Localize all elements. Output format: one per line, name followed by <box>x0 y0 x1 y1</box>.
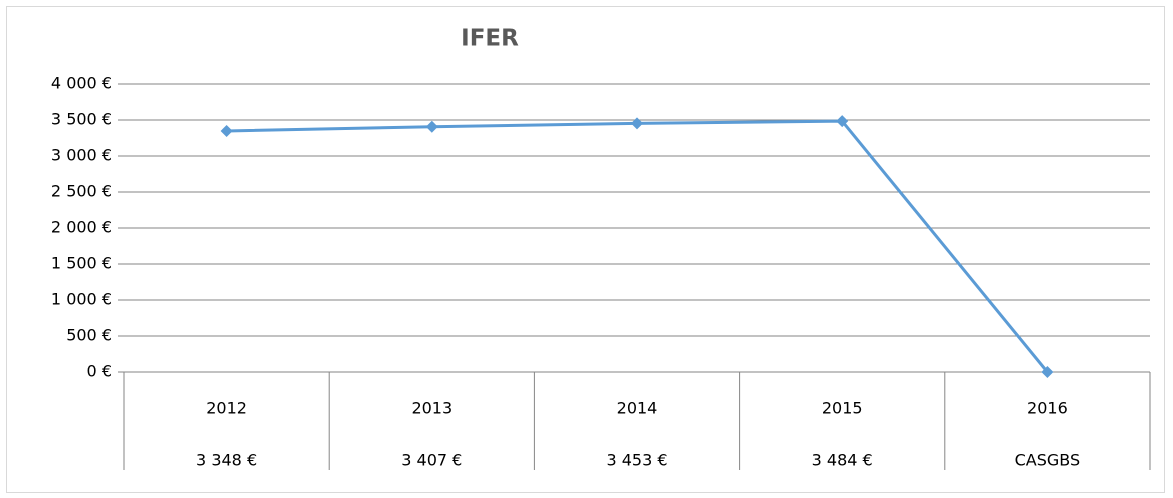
y-tick-label: 2 000 € <box>51 218 112 237</box>
x-tick-label: 2016 <box>1027 399 1068 418</box>
chart-border <box>6 6 1165 493</box>
y-tick-label: 4 000 € <box>51 74 112 93</box>
marker <box>425 120 438 133</box>
y-tick-label: 3 000 € <box>51 146 112 165</box>
y-tick-label: 2 500 € <box>51 182 112 201</box>
x-tick-label: 2014 <box>617 399 658 418</box>
marker <box>836 115 849 128</box>
y-tick-label: 1 000 € <box>51 290 112 309</box>
table-value: 3 453 € <box>606 451 667 470</box>
x-tick-label: 2015 <box>822 399 863 418</box>
marker <box>1041 366 1054 378</box>
y-tick-label: 500 € <box>66 326 112 345</box>
marker <box>220 124 233 137</box>
table-value: 3 348 € <box>196 451 257 470</box>
table-value: 3 484 € <box>812 451 873 470</box>
x-tick-label: 2013 <box>411 399 452 418</box>
marker <box>631 117 643 130</box>
y-tick-label: 3 500 € <box>51 110 112 129</box>
y-tick-label: 1 500 € <box>51 254 112 273</box>
chart-title: IFER <box>461 26 519 52</box>
y-tick-label: 0 € <box>87 362 112 381</box>
x-tick-label: 2012 <box>206 399 247 418</box>
table-value: CASGBS <box>1015 451 1081 470</box>
table-value: 3 407 € <box>401 451 462 470</box>
